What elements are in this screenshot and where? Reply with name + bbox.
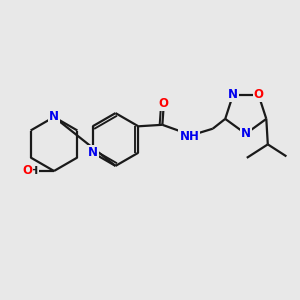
Text: O: O xyxy=(22,164,32,177)
Text: NH: NH xyxy=(179,130,199,143)
Text: N: N xyxy=(49,110,59,124)
Text: H: H xyxy=(29,166,38,176)
Text: N: N xyxy=(228,88,238,101)
Text: N: N xyxy=(88,146,98,159)
Text: N: N xyxy=(241,127,251,140)
Text: O: O xyxy=(254,88,263,101)
Text: O: O xyxy=(159,97,169,110)
